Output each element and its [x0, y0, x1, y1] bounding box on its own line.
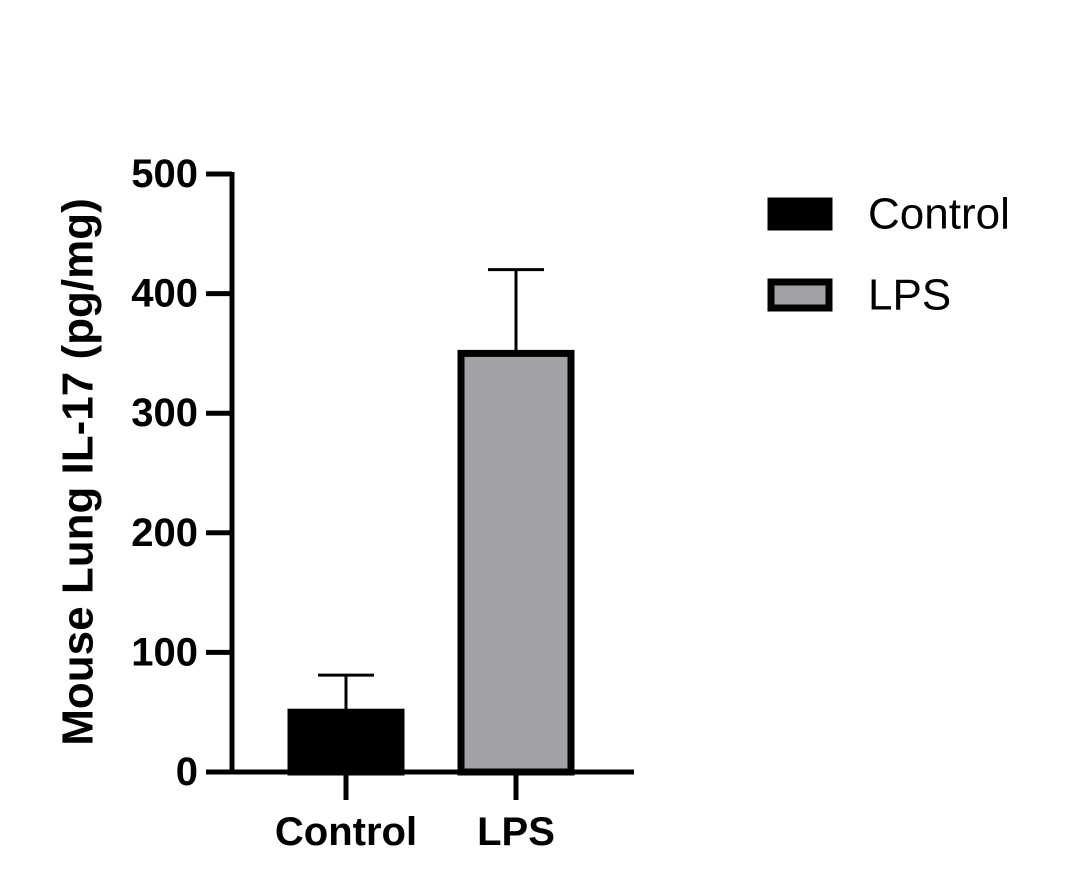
- legend-label: LPS: [868, 271, 951, 320]
- y-axis-title: Mouse Lung IL-17 (pg/mg): [54, 198, 103, 746]
- y-tick-label: 0: [176, 750, 198, 794]
- bars-layer: [287, 268, 575, 776]
- axes-layer: [229, 172, 634, 775]
- legend: Control LPS: [767, 190, 1010, 320]
- legend-swatch: [767, 197, 833, 231]
- y-tick-label: 100: [131, 630, 198, 674]
- bar-control: [287, 708, 405, 776]
- x-tick-label: LPS: [477, 810, 555, 854]
- legend-label: Control: [868, 190, 1010, 239]
- x-tick-label: Control: [275, 810, 417, 854]
- y-tick-label: 400: [131, 272, 198, 316]
- y-tick-label: 500: [131, 152, 198, 196]
- y-tick-label: 300: [131, 391, 198, 435]
- ticks-layer: 0 100 200 300 400 500 Control LPS: [131, 152, 555, 854]
- bar-lps: [457, 349, 575, 776]
- y-tick-label: 200: [131, 511, 198, 555]
- legend-swatch: [767, 278, 833, 312]
